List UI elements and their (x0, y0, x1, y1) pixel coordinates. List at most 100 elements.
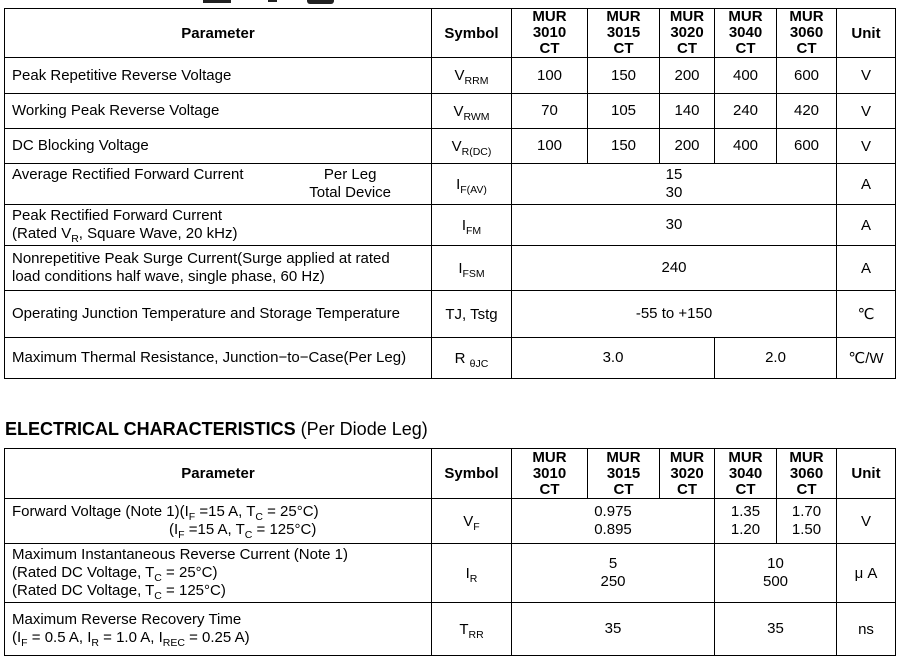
text-line: 15 (665, 166, 683, 183)
value-cell: 30 (511, 204, 837, 246)
unit-cell: A (836, 163, 896, 205)
text-line: 10 (767, 555, 784, 572)
text-line: load conditions half wave, single phase,… (12, 268, 325, 285)
text-line: MUR (606, 448, 641, 466)
symbol-cell: R θJC (431, 337, 512, 379)
text-line: CT (539, 480, 560, 498)
text-line: 100 (536, 137, 563, 154)
col-header-device: MUR 3040 CT (714, 8, 777, 58)
text-line: 70 (541, 102, 558, 119)
text-line: (IF =15 A, TC = 125°C) (169, 521, 317, 541)
unit-cell: A (836, 245, 896, 291)
text-line: MUR (532, 8, 567, 25)
text-line: 2.0 (765, 349, 786, 366)
header-row: Parameter Symbol MUR 3010 CT MUR 3015 CT MUR 3020… (4, 448, 896, 499)
text-line: 600 (793, 66, 820, 84)
unit-cell: V (836, 57, 896, 94)
col-header-device: MUR 3015 CT (587, 448, 660, 499)
param-cell: DC Blocking Voltage (4, 128, 432, 164)
col-header-device: MUR 3010 CT (511, 448, 588, 499)
value-cell: 35 (511, 602, 715, 656)
text-line: 3060 (789, 464, 824, 482)
symbol-cell: TRR (431, 602, 512, 656)
text-line: CT (735, 480, 756, 498)
text-line: 140 (674, 102, 700, 119)
text-line: 5 (608, 555, 618, 572)
param-cell: Average Rectified Forward Current Per Leg… (4, 163, 432, 205)
table-row: Peak Rectified Forward Current (Rated VR,… (4, 204, 896, 246)
electrical-characteristics-table: Parameter Symbol MUR 3010 CT MUR 3015 CT MUR 3020… (4, 448, 896, 656)
value-cell: 150 (587, 57, 660, 94)
col-header-device: MUR 3060 CT (776, 448, 837, 499)
text-line: MUR (789, 8, 824, 25)
text-line: CT (677, 480, 697, 498)
text-line: 1.35 (730, 503, 761, 520)
symbol-cell: IR (431, 543, 512, 603)
text-line: 3015 (606, 464, 641, 482)
text-line: CT (796, 40, 817, 57)
table-row: Operating Junction Temperature and Stora… (4, 290, 896, 338)
header-row: Parameter Symbol MUR 3010 CT MUR 3015 CT MUR 3020… (4, 8, 896, 58)
table-row: DC Blocking Voltage VR(DC) 100 150 200 400 600… (4, 128, 896, 164)
text-line: 1.20 (730, 521, 761, 538)
col-header-device: MUR 3020 CT (659, 448, 715, 499)
text-line: Working Peak Reverse Voltage (12, 102, 220, 119)
text-line: Maximum Instantaneous Reverse Current (N… (12, 546, 348, 563)
text-line: 1.50 (791, 521, 822, 538)
param-cell: Peak Repetitive Reverse Voltage (4, 57, 432, 94)
value-cell: 35 (714, 602, 837, 656)
col-header-symbol: Symbol (431, 448, 512, 499)
electrical-characteristics-title: ELECTRICAL CHARACTERISTICS (Per Diode Le… (5, 417, 428, 441)
text-line: Forward Voltage (Note 1)(IF =15 A, TC = … (12, 503, 319, 523)
text-line: 3015 (606, 24, 641, 41)
col-header-symbol: Symbol (431, 8, 512, 58)
table-row: Average Rectified Forward Current Per Leg… (4, 163, 896, 205)
param-cell: Nonrepetitive Peak Surge Current(Surge a… (4, 245, 432, 291)
text-line: 3040 (728, 464, 763, 482)
text-line: Peak Rectified Forward Current (12, 207, 223, 224)
value-cell: 420 (776, 93, 837, 129)
unit-cell: μ A (836, 543, 896, 603)
table-row: Maximum Instantaneous Reverse Current (N… (4, 543, 896, 603)
text-line: CT (796, 480, 817, 498)
col-header-device: MUR 3040 CT (714, 448, 777, 499)
value-cell: 0.975 0.895 (511, 498, 715, 544)
section-title-bold: ELECTRICAL CHARACTERISTICS (5, 419, 296, 439)
param-cell: Forward Voltage (Note 1)(IF =15 A, TC = … (4, 498, 432, 544)
col-header-device: MUR 3010 CT (511, 8, 588, 58)
value-cell: 10 500 (714, 543, 837, 603)
value-cell: 240 (714, 93, 777, 129)
value-cell: 3.0 (511, 337, 715, 379)
text-line: (Rated VR, Square Wave, 20 kHz) (12, 225, 238, 245)
value-cell: 5 250 (511, 543, 715, 603)
value-cell: 70 (511, 93, 588, 129)
text-line: CT (677, 40, 697, 57)
symbol-cell: IF(AV) (431, 163, 512, 205)
text-line: 240 (661, 259, 687, 276)
text-line: Nonrepetitive Peak Surge Current(Surge a… (12, 250, 390, 267)
value-cell: 100 (511, 57, 588, 94)
value-cell: 240 (511, 245, 837, 291)
value-cell: 200 (659, 57, 715, 94)
param-right-text: Per Leg Total Device (309, 166, 391, 202)
col-header-unit: Unit (836, 8, 896, 58)
value-cell: 105 (587, 93, 660, 129)
text-line: 250 (600, 573, 626, 590)
text-line: Total Device (309, 184, 391, 201)
text-line: Maximum Thermal Resistance, Junction−to−… (12, 349, 407, 366)
text-line: 105 (610, 102, 637, 119)
text-line: 400 (732, 137, 759, 154)
symbol-cell: TJ, Tstg (431, 290, 512, 338)
unit-cell: A (836, 204, 896, 246)
text-line: MUR (606, 8, 641, 25)
param-cell: Maximum Reverse Recovery Time (IF = 0.5 A… (4, 602, 432, 656)
text-line: 35 (604, 620, 622, 637)
text-line: 600 (793, 137, 820, 154)
col-header-device: MUR 3060 CT (776, 8, 837, 58)
symbol-cell: VRRM (431, 57, 512, 94)
table-row: Peak Repetitive Reverse Voltage VRRM 100 15… (4, 57, 896, 94)
value-cell: 400 (714, 128, 777, 164)
value-cell: 600 (776, 57, 837, 94)
text-line: 150 (610, 137, 637, 154)
text-line: 200 (674, 66, 700, 84)
